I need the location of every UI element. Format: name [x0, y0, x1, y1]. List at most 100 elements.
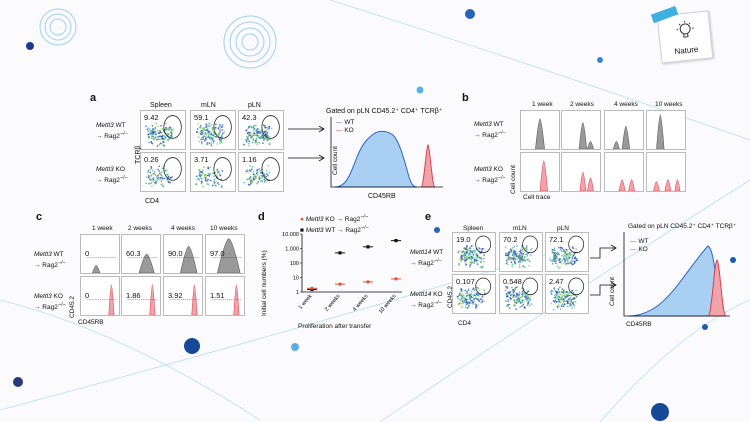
- a-dotplot-r0-c2: 42.3: [238, 110, 284, 150]
- gate-percentage: 9.42: [144, 113, 159, 122]
- gate-percentage: 72.1: [549, 235, 564, 244]
- col-spleen: Spleen: [150, 102, 172, 109]
- d-chart: 10,000 1,000 100 10 11 week 2 weeks 4 weeks 10 …: [282, 232, 402, 315]
- d-xtick-label: 1 week: [298, 293, 314, 310]
- gate-percentage: 60.3: [126, 249, 141, 258]
- c-col-1: 1 week: [92, 225, 113, 232]
- c-hist-wt-0: 0: [80, 234, 120, 274]
- gate-percentage: 0.548: [503, 277, 522, 286]
- e-hist-ylabel: Cell count: [609, 277, 616, 306]
- c-xaxis-label: CD45RB: [78, 319, 104, 326]
- gate-percentage: 2.47: [549, 277, 564, 286]
- e-col-mln: mLN: [513, 225, 527, 232]
- b-row-label-wt: Mettl3 WT → Rag2−/−: [474, 121, 506, 140]
- b-col-2: 2 weeks: [570, 101, 594, 108]
- e-dotplot-r0-c2: 72.1: [545, 232, 589, 272]
- d-point-wt: [366, 245, 370, 249]
- d-point-ko: [366, 280, 370, 284]
- gate-percentage: 97.0: [210, 249, 225, 258]
- b-hist-wt-3: [646, 110, 686, 150]
- gate-percentage: 0: [85, 249, 90, 258]
- d-xtick-label: 2 weeks: [324, 293, 342, 313]
- e-hist-legend: — WT — KO: [630, 238, 649, 253]
- gate-percentage: 0: [85, 291, 90, 300]
- gate-percentage: 42.3: [242, 113, 257, 122]
- e-col-spleen: Spleen: [463, 225, 484, 232]
- e-xaxis-label: CD4: [458, 320, 472, 327]
- b-yaxis-label: Cell count: [510, 165, 517, 194]
- c-col-2: 2 weeks: [128, 225, 152, 232]
- a-dotplot-r1-c1: 3.71: [190, 152, 236, 192]
- c-yaxis-label: CD45.2: [69, 295, 76, 318]
- b-col-3: 4 weeks: [614, 101, 638, 108]
- row-label-wt: Mettl3 WT → Rag2−/−: [96, 122, 128, 141]
- col-mln: mLN: [201, 102, 216, 109]
- c-col-3: 4 weeks: [171, 225, 195, 232]
- a-dotplot-r1-c0: 0.26: [140, 152, 186, 192]
- e-row-label-ko: Mettl14 KO → Rag2−/−: [410, 291, 443, 310]
- b-hist-ko-1: [561, 152, 601, 192]
- gate-percentage: 1.51: [210, 291, 225, 300]
- a-dotplot-r0-c1: 59.1: [190, 110, 236, 150]
- a-dotplot-r1-c2: 1.16: [238, 152, 284, 192]
- d-point-ko: [310, 286, 314, 290]
- d-point-ko: [338, 282, 342, 286]
- e-yaxis-label: CD45.2: [447, 285, 454, 308]
- b-hist-wt-1: [561, 110, 601, 150]
- gate-percentage: 0.26: [144, 155, 159, 164]
- a-yaxis-label: TCRβ: [135, 145, 142, 164]
- arrow-lines-a: [288, 125, 325, 162]
- d-xlabel: Proliferation after transfer: [298, 323, 372, 330]
- gate-percentage: 19.0: [456, 235, 471, 244]
- c-col-4: 10 weeks: [210, 225, 238, 232]
- a-histogram: [330, 117, 443, 188]
- d-legend: ● Mettl3 KO → Rag2−/− ■ Mettl3 WT → Rag2…: [300, 214, 369, 235]
- c-hist-ko-3: 1.51: [205, 276, 245, 316]
- d-point-wt: [338, 251, 342, 255]
- d-ytick-label: 10: [293, 276, 299, 282]
- d-axes: [301, 234, 402, 293]
- e-histogram: [623, 232, 730, 317]
- gate-percentage: 1.86: [126, 291, 141, 300]
- b-hist-ko-2: [604, 152, 644, 192]
- c-hist-ko-0: 0: [80, 276, 120, 316]
- c-hist-wt-2: 90.0: [163, 234, 203, 274]
- a-hist-title: Gated on pLN CD45.2⁺ CD4⁺ TCRβ⁺: [326, 108, 443, 115]
- panel-label-e: e: [425, 211, 432, 223]
- e-dotplot-r0-c1: 70.2: [499, 232, 543, 272]
- e-dotplot-r0-c0: 19.0: [452, 232, 496, 272]
- c-hist-ko-2: 3.92: [163, 276, 203, 316]
- b-col-1: 1 week: [532, 101, 553, 108]
- c-hist-wt-1: 60.3: [121, 234, 161, 274]
- e-hist-xlabel: CD45RB: [626, 321, 652, 328]
- lightbulb-icon: [676, 20, 694, 38]
- e-dotplot-r1-c1: 0.548: [499, 274, 543, 314]
- e-dotplot-r1-c2: 2.47: [545, 274, 589, 314]
- b-xaxis-label: Cell trace: [523, 194, 551, 201]
- badge-label: Nature: [673, 44, 699, 57]
- a-hist-xlabel: CD45RB: [368, 193, 396, 200]
- b-row-label-ko: Mettl3 KO → Rag2−/−: [474, 166, 506, 185]
- c-row-label-wt: Mettl3 WT → Rag2−/−: [34, 251, 66, 270]
- b-hist-wt-0: [520, 110, 560, 150]
- d-xtick-label: 10 weeks: [378, 293, 398, 315]
- gate-percentage: 1.16: [242, 155, 257, 164]
- gate-percentage: 0.107: [456, 277, 475, 286]
- panel-label-a: a: [90, 92, 97, 104]
- panel-label-c: c: [36, 211, 43, 223]
- col-pln: pLN: [248, 102, 261, 109]
- a-dotplot-r0-c0: 9.42: [140, 110, 186, 150]
- d-xtick-label: 4 weeks: [352, 293, 370, 313]
- a-hist-legend: — WT — KO: [336, 119, 355, 134]
- d-ytick-label: 1: [296, 290, 299, 296]
- b-hist-ko-0: [520, 152, 560, 192]
- d-ylabel: Initial cell numbers (%): [261, 250, 268, 316]
- e-col-pln: pLN: [557, 225, 569, 232]
- d-ytick-label: 100: [290, 261, 299, 267]
- d-point-wt: [394, 239, 398, 243]
- arrow-lines-e: [590, 244, 617, 296]
- c-hist-ko-1: 1.86: [121, 276, 161, 316]
- e-hist-title: Gated on pLN CD45.2⁺ CD4⁺ TCRβ⁺: [628, 223, 737, 230]
- gate-percentage: 70.2: [503, 235, 518, 244]
